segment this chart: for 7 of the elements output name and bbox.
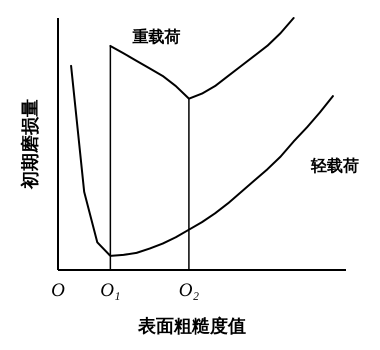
y-axis-title: 初期磨损量 (20, 99, 41, 190)
x-tick-label: O₁ (100, 280, 121, 301)
series-label: 重载荷 (131, 26, 180, 46)
series-label: 轻载荷 (310, 156, 359, 176)
x-axis-title: 表面粗糙度值 (137, 316, 246, 337)
x-tick-label: O₂ (178, 280, 200, 301)
x-tick-label: O (51, 280, 66, 301)
